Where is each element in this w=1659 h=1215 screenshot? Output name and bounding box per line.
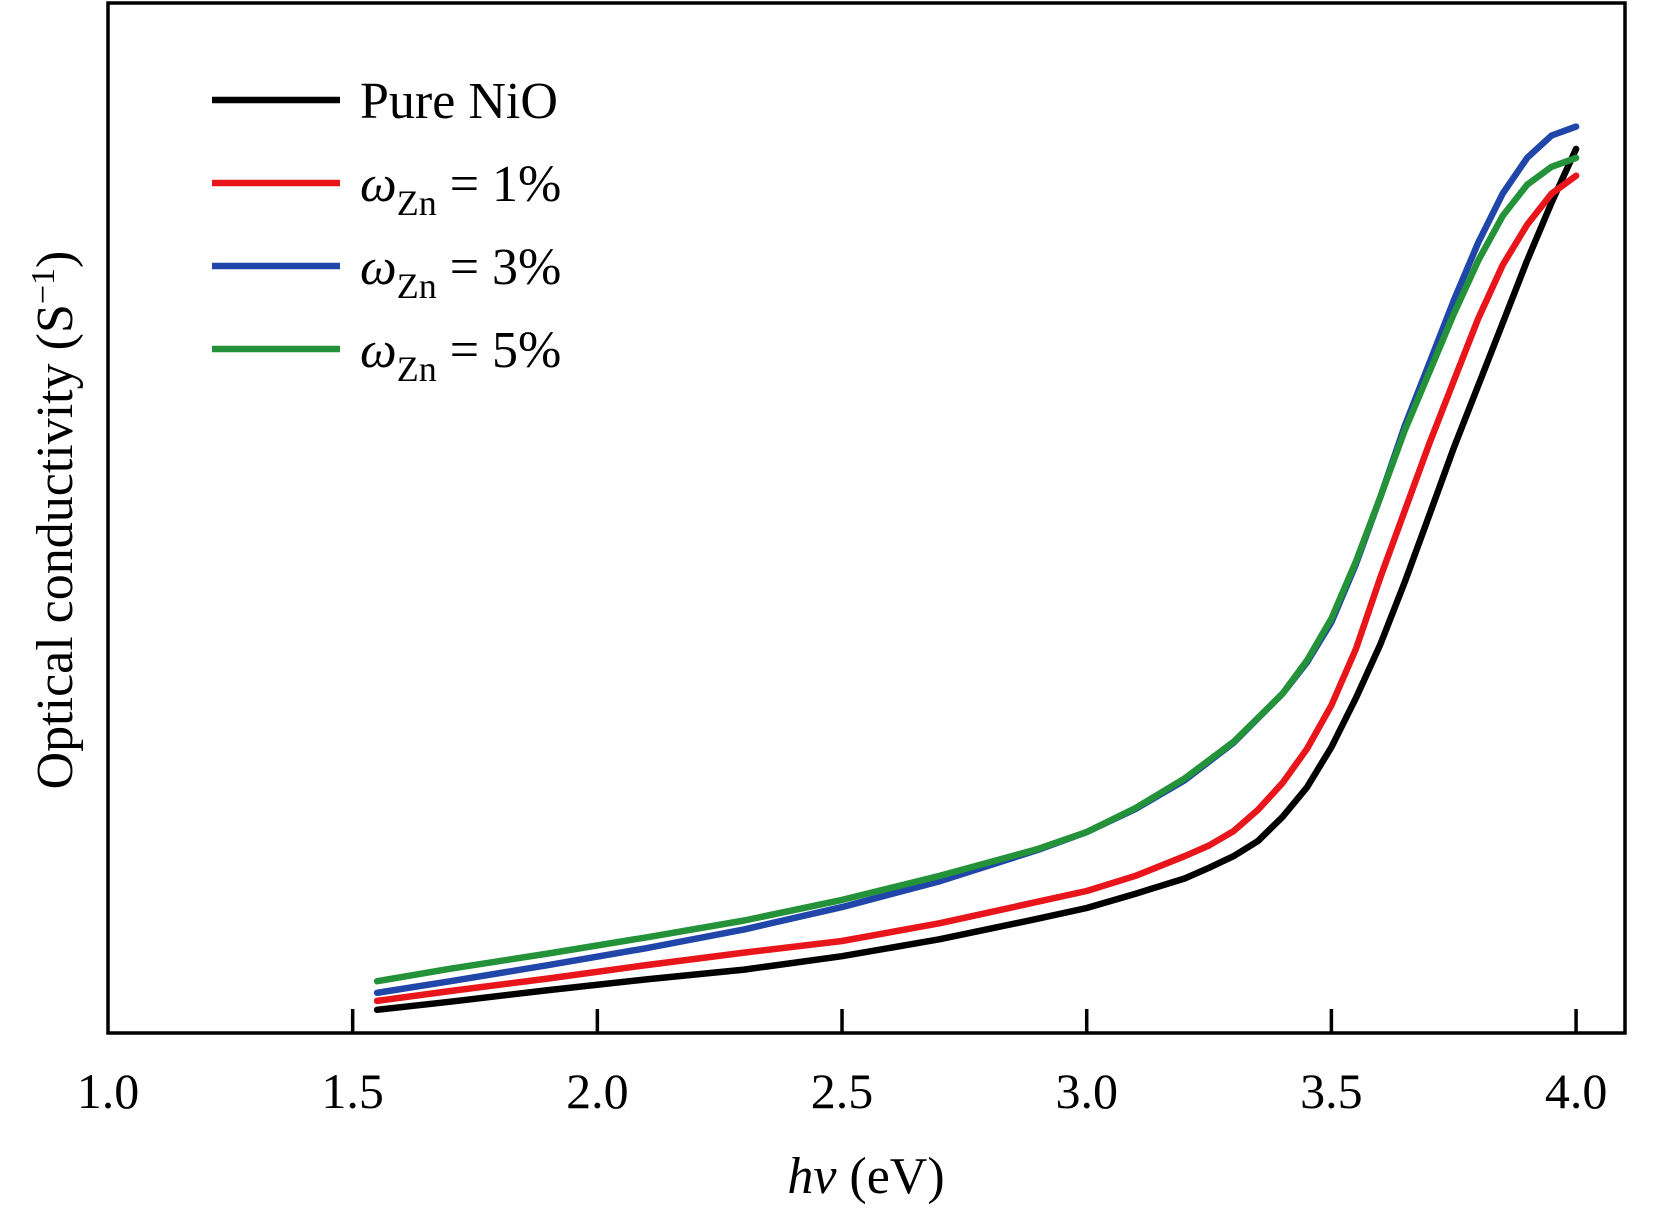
x-tick-label: 2.0 bbox=[566, 1063, 629, 1119]
legend-label: ωZn = 5% bbox=[360, 322, 561, 389]
x-tick-label: 1.0 bbox=[77, 1063, 140, 1119]
legend: Pure NiO ωZn = 1% ωZn = 3% ωZn = 5% bbox=[212, 73, 561, 389]
series-line bbox=[373, 154, 1580, 985]
x-tick-label: 3.5 bbox=[1300, 1063, 1363, 1119]
x-tick-label: 3.0 bbox=[1055, 1063, 1118, 1119]
y-axis-title: Optical conductivity (S−1) bbox=[25, 251, 85, 790]
x-tick-label: 1.5 bbox=[321, 1063, 384, 1119]
series-line bbox=[373, 172, 1580, 1005]
x-axis-title: hv (eV) bbox=[787, 1148, 944, 1205]
legend-label: ωZn = 1% bbox=[360, 156, 561, 223]
x-tick-label: 2.5 bbox=[811, 1063, 874, 1119]
x-tick-label: 4.0 bbox=[1545, 1063, 1608, 1119]
legend-label: ωZn = 3% bbox=[360, 239, 561, 306]
legend-label: Pure NiO bbox=[360, 73, 558, 130]
series-line bbox=[373, 145, 1580, 1014]
plot-frame bbox=[106, 1, 1627, 1035]
x-axis-ticks: 1.0 1.5 2.0 2.5 3.0 3.5 4.0 bbox=[77, 1009, 1608, 1119]
series-layer bbox=[373, 123, 1580, 1014]
